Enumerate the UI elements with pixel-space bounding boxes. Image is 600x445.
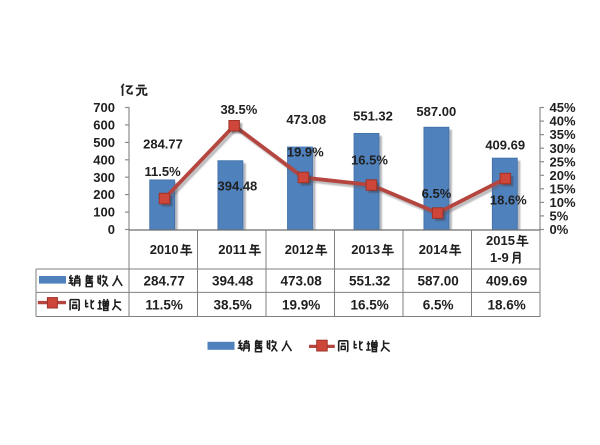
- svg-text:15%: 15%: [550, 181, 576, 196]
- svg-text:11.5%: 11.5%: [145, 164, 182, 179]
- svg-text:284.77: 284.77: [143, 137, 183, 152]
- svg-text:18.6%: 18.6%: [487, 297, 525, 312]
- svg-text:200: 200: [93, 187, 115, 202]
- svg-text:551.32: 551.32: [349, 274, 390, 289]
- svg-text:2010: 2010: [150, 242, 179, 257]
- svg-text:587.00: 587.00: [417, 274, 458, 289]
- svg-text:0: 0: [108, 222, 115, 237]
- svg-text:409.69: 409.69: [485, 138, 525, 153]
- svg-text:25%: 25%: [550, 154, 576, 169]
- svg-text:284.77: 284.77: [143, 274, 184, 289]
- svg-text:500: 500: [93, 135, 115, 150]
- svg-text:20%: 20%: [550, 168, 576, 183]
- svg-text:400: 400: [93, 152, 115, 167]
- svg-text:16.5%: 16.5%: [350, 297, 388, 312]
- svg-text:38.5%: 38.5%: [213, 297, 251, 312]
- svg-text:1-9: 1-9: [490, 250, 509, 265]
- svg-text:409.69: 409.69: [486, 274, 527, 289]
- svg-text:19.9%: 19.9%: [282, 297, 320, 312]
- svg-text:19.9%: 19.9%: [287, 145, 324, 160]
- svg-text:551.32: 551.32: [353, 109, 393, 124]
- svg-text:11.5%: 11.5%: [145, 297, 183, 312]
- svg-text:600: 600: [93, 118, 115, 133]
- svg-text:587.00: 587.00: [416, 104, 456, 119]
- svg-text:2014: 2014: [419, 242, 449, 257]
- svg-text:0%: 0%: [550, 222, 569, 237]
- svg-text:473.08: 473.08: [286, 112, 326, 127]
- svg-text:300: 300: [93, 170, 115, 185]
- svg-text:38.5%: 38.5%: [220, 102, 257, 117]
- svg-text:16.5%: 16.5%: [351, 153, 388, 168]
- svg-text:100: 100: [93, 205, 115, 220]
- svg-text:40%: 40%: [550, 114, 576, 129]
- svg-text:2013: 2013: [351, 242, 380, 257]
- svg-text:394.48: 394.48: [218, 178, 258, 193]
- svg-text:6.5%: 6.5%: [422, 186, 452, 201]
- svg-text:2012: 2012: [285, 242, 314, 257]
- svg-text:2015: 2015: [486, 233, 515, 248]
- svg-text:45%: 45%: [550, 100, 576, 115]
- svg-text:6.5%: 6.5%: [423, 297, 454, 312]
- svg-text:394.48: 394.48: [212, 274, 254, 289]
- svg-text:2011: 2011: [218, 242, 246, 257]
- svg-text:700: 700: [93, 100, 115, 115]
- svg-text:30%: 30%: [550, 141, 576, 156]
- svg-text:5%: 5%: [550, 209, 569, 224]
- svg-text:18.6%: 18.6%: [490, 193, 527, 208]
- svg-text:10%: 10%: [550, 195, 576, 210]
- svg-text:35%: 35%: [550, 127, 576, 142]
- svg-text:473.08: 473.08: [280, 274, 322, 289]
